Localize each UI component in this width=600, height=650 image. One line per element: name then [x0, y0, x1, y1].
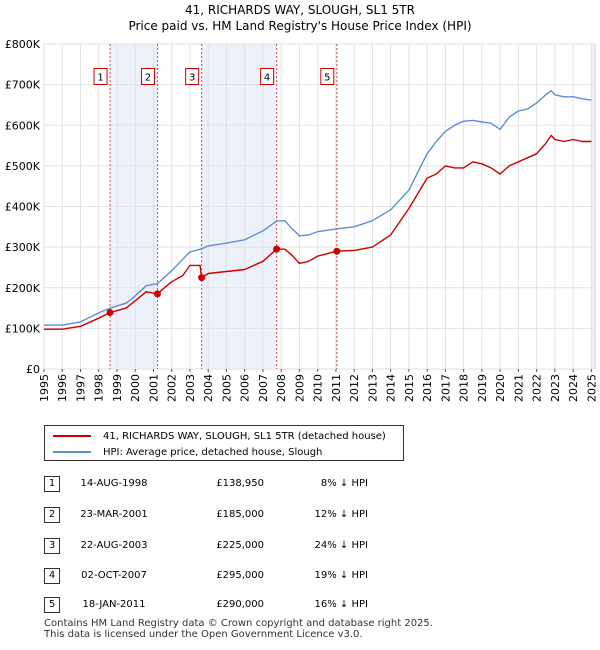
- y-tick-label: £300K: [5, 241, 41, 254]
- legend-swatch-hpi: [53, 451, 91, 453]
- sale-label-box: [93, 68, 108, 85]
- x-tick-label: 2008: [275, 374, 288, 402]
- table-row: 3 22-AUG-2003 £225,000 24% ↓ HPI: [44, 538, 464, 556]
- x-tick-label: 2009: [293, 374, 306, 402]
- txn-hpi-diff: 8% ↓ HPI: [320, 478, 368, 489]
- x-axis: 1995 1996 1997 1998 1999 2000 2001 2002 2003 2004…: [38, 369, 598, 402]
- x-tick-label: 2022: [531, 374, 544, 402]
- x-tick-label: 2014: [385, 374, 398, 402]
- x-tick-label: 2023: [549, 374, 562, 402]
- sale-point: [198, 274, 206, 282]
- price-chart: 41, RICHARDS WAY, SLOUGH, SL1 5TR Price …: [5, 3, 599, 402]
- txn-hpi-diff: 24% ↓ HPI: [314, 540, 368, 551]
- table-row: 1 14-AUG-1998 £138,950 8% ↓ HPI: [44, 476, 464, 494]
- sale-label-box: [185, 68, 200, 85]
- hpi-line: [44, 90, 592, 326]
- txn-price: £185,000: [216, 509, 264, 520]
- x-tick-label: 2010: [312, 374, 325, 402]
- txn-number: 1: [44, 476, 60, 492]
- x-tick-label: 1995: [38, 374, 51, 402]
- txn-price: £290,000: [216, 599, 264, 610]
- sale-label-text: 4: [264, 73, 270, 84]
- legend-item-hpi: HPI: Average price, detached house, Slou…: [53, 444, 322, 460]
- table-row: 2 23-MAR-2001 £185,000 12% ↓ HPI: [44, 507, 464, 525]
- x-tick-label: 2001: [147, 374, 160, 402]
- sale-label-box: [260, 68, 275, 85]
- txn-number: 3: [44, 538, 60, 554]
- chart-subtitle: Price paid vs. HM Land Registry's House …: [128, 19, 471, 33]
- sale-label-text: 2: [145, 73, 151, 84]
- y-tick-label: £200K: [5, 282, 41, 295]
- sale-label-text: 1: [97, 73, 103, 84]
- footer-copyright: Contains HM Land Registry data © Crown c…: [44, 618, 433, 629]
- txn-hpi-diff: 12% ↓ HPI: [314, 509, 368, 520]
- x-tick-label: 2002: [166, 374, 179, 402]
- legend-swatch-property: [53, 435, 91, 437]
- legend-item-property: 41, RICHARDS WAY, SLOUGH, SL1 5TR (detac…: [53, 428, 386, 444]
- sale-label-box: [320, 68, 335, 85]
- footer-license: This data is licensed under the Open Gov…: [44, 629, 363, 640]
- y-tick-label: £400K: [5, 201, 41, 214]
- x-tick-label: 2018: [458, 374, 471, 402]
- txn-date: 02-OCT-2007: [81, 570, 147, 581]
- sale-label-text: 5: [324, 73, 330, 84]
- x-tick-label: 1997: [74, 374, 87, 402]
- x-tick-label: 2006: [239, 374, 252, 402]
- y-tick-label: £700K: [5, 79, 41, 92]
- sale-label-box: [140, 68, 155, 85]
- sale-points: [106, 245, 341, 317]
- x-tick-label: 2017: [439, 374, 452, 402]
- txn-price: £225,000: [216, 540, 264, 551]
- legend: 41, RICHARDS WAY, SLOUGH, SL1 5TR (detac…: [44, 425, 404, 461]
- txn-date: 23-MAR-2001: [80, 509, 148, 520]
- x-tick-label: 2024: [567, 374, 580, 402]
- x-tick-label: 2025: [585, 374, 598, 402]
- txn-number: 5: [44, 597, 60, 613]
- y-axis: £0 £100K £200K £300K £400K £500K £600K £700K £80…: [5, 38, 41, 376]
- x-tick-label: 2019: [476, 374, 489, 402]
- x-tick-label: 2005: [220, 374, 233, 402]
- y-tick-label: £0: [26, 363, 40, 376]
- legend-label-hpi: HPI: Average price, detached house, Slou…: [103, 446, 323, 458]
- sale-point: [106, 309, 114, 317]
- x-tick-label: 2004: [202, 374, 215, 402]
- txn-hpi-diff: 16% ↓ HPI: [314, 599, 368, 610]
- x-tick-label: 2016: [421, 374, 434, 402]
- y-tick-label: £800K: [5, 38, 41, 51]
- txn-hpi-diff: 19% ↓ HPI: [314, 570, 368, 581]
- legend-label-property: 41, RICHARDS WAY, SLOUGH, SL1 5TR (detac…: [103, 430, 386, 442]
- x-tick-label: 2012: [348, 374, 361, 402]
- txn-date: 14-AUG-1998: [80, 478, 148, 489]
- x-tick-label: 2011: [330, 374, 343, 402]
- txn-date: 22-AUG-2003: [80, 540, 148, 551]
- txn-date: 18-JAN-2011: [82, 599, 146, 610]
- table-row: 5 18-JAN-2011 £290,000 16% ↓ HPI: [44, 597, 464, 615]
- x-tick-label: 2015: [403, 374, 416, 402]
- txn-price: £295,000: [216, 570, 264, 581]
- chart-title: 41, RICHARDS WAY, SLOUGH, SL1 5TR: [185, 3, 415, 17]
- x-tick-label: 2021: [512, 374, 525, 402]
- sale-label-text: 3: [189, 73, 195, 84]
- sale-number-labels: 1 2 3 4 5: [93, 68, 335, 85]
- footer: Contains HM Land Registry data © Crown c…: [44, 618, 433, 640]
- x-tick-label: 2003: [184, 374, 197, 402]
- sale-point: [273, 245, 281, 253]
- x-tick-label: 2007: [257, 374, 270, 402]
- x-tick-label: 2013: [366, 374, 379, 402]
- txn-number: 4: [44, 568, 60, 584]
- y-tick-label: £600K: [5, 119, 41, 132]
- y-tick-label: £100K: [5, 322, 41, 335]
- table-row: 4 02-OCT-2007 £295,000 19% ↓ HPI: [44, 568, 464, 586]
- sale-point: [153, 290, 161, 298]
- x-tick-label: 1999: [111, 374, 124, 402]
- txn-number: 2: [44, 507, 60, 523]
- x-tick-label: 2020: [494, 374, 507, 402]
- sale-point: [333, 247, 341, 255]
- x-tick-label: 1998: [93, 374, 106, 402]
- x-tick-label: 2000: [129, 374, 142, 402]
- x-tick-label: 1996: [56, 374, 69, 402]
- y-tick-label: £500K: [5, 160, 41, 173]
- txn-price: £138,950: [216, 478, 264, 489]
